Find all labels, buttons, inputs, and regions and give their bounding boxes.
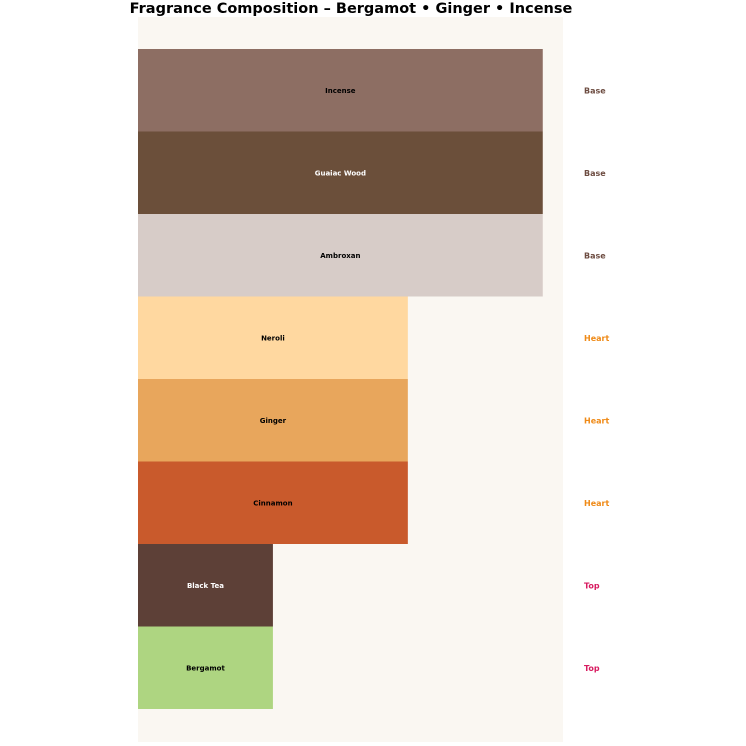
- bar-label: Bergamot: [186, 664, 225, 672]
- chart-title: Fragrance Composition – Bergamot • Ginge…: [129, 1, 573, 17]
- bar-label: Cinnamon: [253, 499, 292, 507]
- bar-bergamot: [138, 626, 273, 709]
- bar-black-tea: [138, 544, 273, 627]
- bar-label: Guaiac Wood: [315, 169, 366, 177]
- tier-label: Base: [584, 86, 606, 95]
- bar-ambroxan: [138, 214, 543, 297]
- bar-label: Black Tea: [187, 582, 224, 590]
- bar-incense: [138, 49, 543, 132]
- bar-ginger: [138, 379, 408, 462]
- tier-label: Base: [584, 251, 606, 260]
- tier-label: Top: [584, 581, 600, 590]
- bar-cinnamon: [138, 461, 408, 544]
- tier-label: Top: [584, 664, 600, 673]
- bar-label: Ambroxan: [320, 252, 360, 260]
- tier-label: Heart: [584, 334, 609, 343]
- bar-label: Incense: [325, 87, 356, 95]
- bar-label: Ginger: [260, 417, 287, 425]
- bar-guaiac-wood: [138, 131, 543, 214]
- tier-label: Base: [584, 169, 606, 178]
- tier-label: Heart: [584, 499, 609, 508]
- tier-label: Heart: [584, 416, 609, 425]
- bar-neroli: [138, 296, 408, 379]
- bar-label: Neroli: [261, 334, 285, 342]
